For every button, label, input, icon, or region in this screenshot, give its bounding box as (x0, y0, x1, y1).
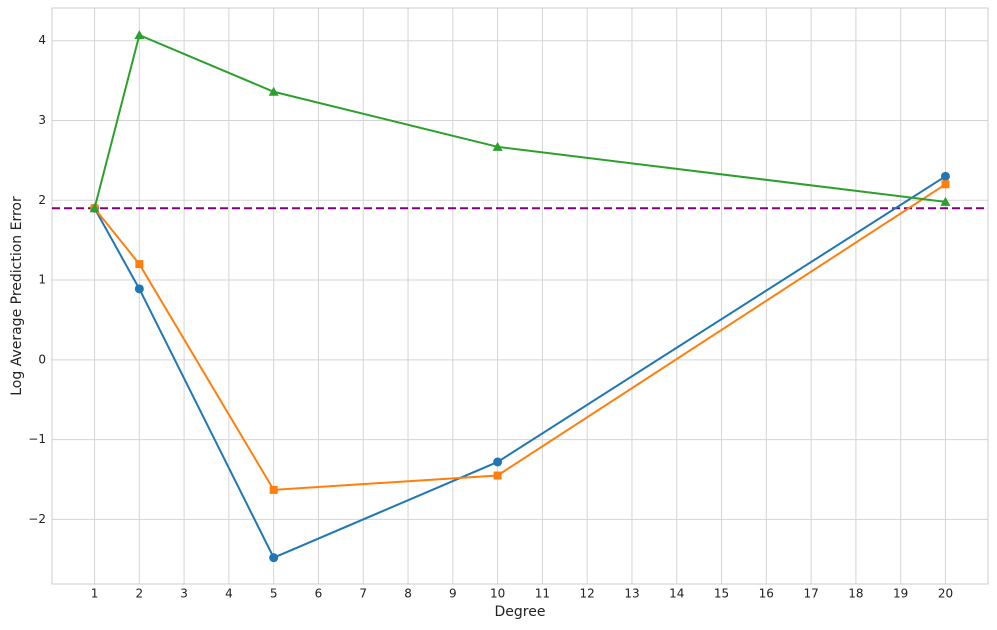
x-tick-label: 11 (535, 587, 550, 601)
marker (941, 180, 950, 189)
y-tick-label: 4 (38, 33, 46, 47)
marker (135, 260, 144, 269)
x-tick-label: 9 (449, 587, 457, 601)
marker (493, 457, 503, 467)
marker (269, 485, 278, 494)
x-axis-label: Degree (495, 604, 546, 620)
y-tick-label: −2 (28, 512, 46, 526)
x-tick-label: 5 (270, 587, 278, 601)
series-line (93, 175, 946, 559)
marker (492, 141, 503, 151)
x-tick-label: 14 (669, 587, 684, 601)
x-tick-label: 17 (803, 587, 818, 601)
y-tick-label: 1 (38, 273, 46, 287)
x-tick-label: 13 (624, 587, 639, 601)
marker (134, 30, 145, 40)
x-tick-label: 19 (893, 587, 908, 601)
x-tick-label: 20 (938, 587, 953, 601)
y-tick-label: 2 (38, 193, 46, 207)
y-tick-label: 3 (38, 113, 46, 127)
x-tick-label: 6 (315, 587, 323, 601)
marker (269, 553, 279, 563)
plot-frame (51, 7, 989, 585)
marker (134, 284, 144, 294)
series-line (93, 183, 946, 491)
x-tick-label: 2 (136, 587, 144, 601)
marker (940, 171, 950, 181)
x-tick-label: 12 (580, 587, 595, 601)
x-tick-label: 4 (225, 587, 233, 601)
series-line (93, 33, 946, 209)
marker (268, 86, 279, 96)
x-tick-label: 18 (848, 587, 863, 601)
y-tick-label: −1 (28, 432, 46, 446)
y-tick-label: 0 (38, 352, 46, 366)
x-tick-label: 8 (404, 587, 412, 601)
marker (493, 471, 502, 480)
marker (89, 203, 100, 213)
x-tick-label: 7 (359, 587, 367, 601)
x-tick-label: 3 (180, 587, 188, 601)
x-tick-label: 1 (91, 587, 99, 601)
x-tick-label: 10 (490, 587, 505, 601)
y-axis-label: Log Average Prediction Error (9, 196, 25, 396)
x-tick-label: 15 (714, 587, 729, 601)
marker (940, 196, 951, 206)
x-tick-label: 16 (759, 587, 774, 601)
